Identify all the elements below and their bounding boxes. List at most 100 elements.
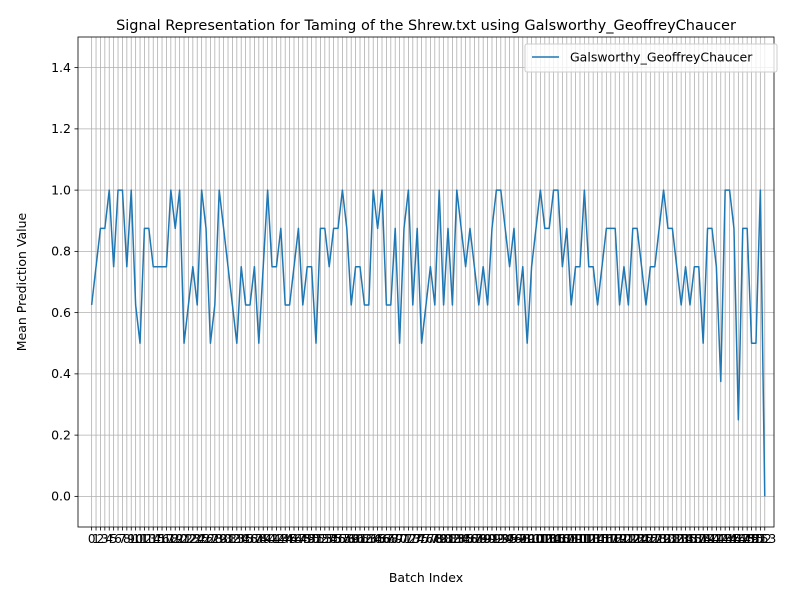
x-tick-label: 101 [525, 532, 548, 546]
legend-label: Galsworthy_GeoffreyChaucer [570, 50, 753, 65]
y-gridlines [78, 67, 774, 497]
x-tick-label: 153 [753, 532, 776, 546]
x-tick-label: 33 [229, 532, 244, 546]
x-tick-label: 90 [480, 532, 495, 546]
x-tick-label: 82 [445, 532, 460, 546]
x-tick-label: 80 [436, 532, 451, 546]
x-tick-label: 13 [141, 532, 156, 546]
x-tick-label: 120 [608, 532, 631, 546]
x-tick-label: 88 [471, 532, 486, 546]
x-tick-label: 105 [542, 532, 565, 546]
x-tick-label: 92 [489, 532, 504, 546]
x-tick-label: 151 [745, 532, 768, 546]
x-tick-label: 45 [282, 532, 297, 546]
x-tick-label: 81 [440, 532, 455, 546]
x-tick-label: 86 [462, 532, 477, 546]
x-tick-label: 65 [370, 532, 385, 546]
x-tick-label: 78 [427, 532, 442, 546]
x-tick-label: 14 [146, 532, 161, 546]
x-tick-label: 137 [683, 532, 706, 546]
x-tick-label: 53 [317, 532, 332, 546]
x-tick-label: 51 [308, 532, 323, 546]
x-tick-label: 31 [220, 532, 235, 546]
x-tick-label: 94 [498, 532, 513, 546]
x-tick-label: 61 [352, 532, 367, 546]
x-tick-label: 15 [150, 532, 165, 546]
x-tick-label: 22 [181, 532, 196, 546]
x-tick-label: 3 [101, 532, 109, 546]
x-tick-label: 122 [617, 532, 640, 546]
x-tick-label: 123 [621, 532, 644, 546]
x-tick-label: 124 [626, 532, 649, 546]
y-tick-label: 0.0 [51, 489, 71, 504]
x-tick-label: 66 [374, 532, 389, 546]
y-axis-label: Mean Prediction Value [14, 212, 29, 351]
x-tick-label: 130 [652, 532, 675, 546]
x-tick-label: 73 [405, 532, 420, 546]
x-axis-ticks: 0123456789101112131415161718192021222324… [88, 527, 776, 546]
x-tick-label: 142 [705, 532, 728, 546]
x-tick-label: 75 [414, 532, 429, 546]
x-tick-label: 69 [388, 532, 403, 546]
x-tick-label: 144 [714, 532, 737, 546]
x-tick-label: 145 [718, 532, 741, 546]
y-axis-ticks: 0.0 0.2 0.4 0.6 0.8 1.0 1.2 1.4 [51, 60, 78, 504]
x-tick-label: 100 [520, 532, 543, 546]
y-tick-label: 0.4 [51, 366, 71, 381]
chart-title: Signal Representation for Taming of the … [116, 18, 736, 34]
x-tick-label: 11 [132, 532, 147, 546]
x-tick-label: 38 [251, 532, 266, 546]
x-tick-label: 68 [383, 532, 398, 546]
x-tick-label: 87 [467, 532, 482, 546]
x-tick-label: 99 [520, 532, 535, 546]
x-tick-label: 150 [740, 532, 763, 546]
x-tick-label: 140 [696, 532, 719, 546]
x-tick-label: 35 [238, 532, 253, 546]
y-tick-label: 1.4 [51, 60, 71, 75]
x-tick-label: 70 [392, 532, 407, 546]
x-tick-label: 117 [595, 532, 618, 546]
x-tick-label: 29 [212, 532, 227, 546]
x-tick-label: 58 [339, 532, 354, 546]
x-tick-label: 64 [366, 532, 381, 546]
x-tick-label: 37 [247, 532, 262, 546]
x-tick-label: 119 [604, 532, 627, 546]
x-tick-label: 40 [260, 532, 275, 546]
x-tick-label: 39 [256, 532, 271, 546]
x-tick-label: 135 [674, 532, 697, 546]
x-tick-label: 32 [225, 532, 240, 546]
x-tick-label: 19 [168, 532, 183, 546]
x-tick-label: 59 [344, 532, 359, 546]
x-tick-label: 1 [92, 532, 100, 546]
x-tick-label: 143 [709, 532, 732, 546]
series-line [90, 189, 766, 497]
x-tick-label: 79 [432, 532, 447, 546]
x-tick-label: 0 [88, 532, 96, 546]
series-layer [90, 189, 766, 497]
legend-box [524, 43, 778, 73]
x-tick-label: 21 [176, 532, 191, 546]
x-tick-label: 60 [348, 532, 363, 546]
x-tick-label: 85 [458, 532, 473, 546]
x-tick-label: 52 [313, 532, 328, 546]
x-tick-label: 50 [304, 532, 319, 546]
x-tick-label: 25 [194, 532, 209, 546]
x-tick-label: 30 [216, 532, 231, 546]
x-tick-label: 147 [727, 532, 750, 546]
x-tick-label: 121 [613, 532, 636, 546]
x-tick-label: 49 [300, 532, 315, 546]
x-tick-label: 128 [643, 532, 666, 546]
x-tick-label: 83 [449, 532, 464, 546]
x-tick-label: 5 [110, 532, 118, 546]
x-tick-label: 42 [269, 532, 284, 546]
x-tick-label: 104 [538, 532, 561, 546]
legend: Galsworthy_GeoffreyChaucer [524, 43, 778, 73]
x-tick-label: 152 [749, 532, 772, 546]
x-tick-label: 134 [670, 532, 693, 546]
x-tick-label: 55 [326, 532, 341, 546]
x-tick-label: 127 [639, 532, 662, 546]
x-tick-label: 146 [723, 532, 746, 546]
x-tick-label: 47 [291, 532, 306, 546]
x-tick-label: 77 [423, 532, 438, 546]
x-tick-label: 98 [515, 532, 530, 546]
